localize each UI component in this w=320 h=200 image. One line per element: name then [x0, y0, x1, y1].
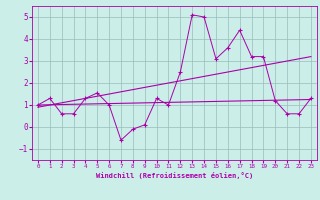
X-axis label: Windchill (Refroidissement éolien,°C): Windchill (Refroidissement éolien,°C): [96, 172, 253, 179]
